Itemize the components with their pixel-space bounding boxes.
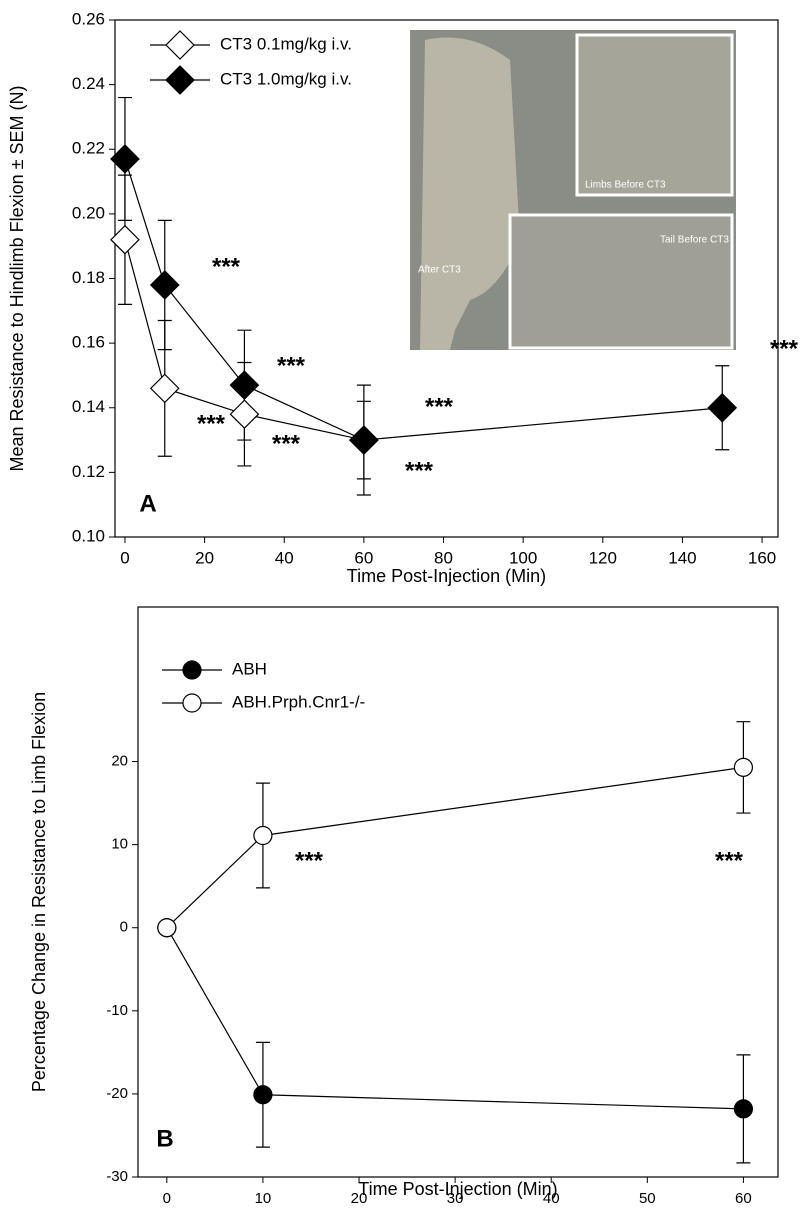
annotation: *** — [212, 253, 241, 280]
y-tick-label: 20 — [111, 753, 128, 770]
marker — [733, 1099, 754, 1119]
marker — [110, 224, 140, 255]
legend-label: ABH — [232, 659, 267, 678]
x-tick-label: 0 — [120, 548, 129, 567]
marker — [157, 918, 177, 938]
x-tick-label: 50 — [639, 1190, 656, 1203]
y-tick-label: 0.18 — [72, 268, 105, 287]
legend-label: ABH.Prph.Cnr1-/- — [232, 692, 365, 711]
marker — [229, 399, 260, 430]
panel-label: A — [139, 490, 156, 517]
x-tick-label: 160 — [748, 548, 776, 567]
y-tick-label: 0.24 — [72, 74, 105, 93]
annotation: *** — [715, 847, 744, 874]
y-tick-label: 0.10 — [72, 526, 105, 545]
panel-label: B — [156, 1125, 173, 1152]
legend-label: CT3 0.1mg/kg i.v. — [220, 34, 352, 53]
y-tick-label: 0.22 — [72, 139, 105, 158]
x-tick-label: 20 — [195, 548, 214, 567]
inset-label: Limbs Before CT3 — [585, 180, 666, 191]
marker — [253, 825, 273, 846]
series-line — [166, 766, 744, 929]
annotation: *** — [425, 393, 454, 420]
legend-marker — [182, 660, 202, 680]
legend-label: CT3 1.0mg/kg i.v. — [220, 69, 352, 88]
y-tick-label: -20 — [106, 1085, 128, 1102]
annotation: *** — [405, 457, 434, 484]
inset-box-1 — [575, 33, 734, 197]
y-tick-label: 0.16 — [72, 333, 105, 352]
x-tick-label: 60 — [354, 548, 373, 567]
legend-marker — [165, 30, 195, 60]
x-tick-label: 80 — [434, 548, 453, 567]
marker — [149, 373, 180, 404]
y-tick-label: 0.26 — [72, 9, 105, 28]
marker — [349, 425, 379, 455]
y-axis-label: Mean Resistance to Hindlimb Flexion ± SE… — [7, 85, 27, 471]
y-tick-label: -10 — [106, 1002, 128, 1019]
x-tick-label: 40 — [275, 548, 294, 567]
series-line — [124, 239, 365, 441]
y-tick-label: 0 — [120, 919, 128, 936]
marker — [253, 1085, 273, 1105]
y-tick-label: 0.20 — [72, 203, 105, 222]
marker — [110, 144, 140, 174]
y-axis-label: Percentage Change in Resistance to Limb … — [29, 692, 49, 1092]
y-tick-label: 0.14 — [72, 397, 105, 416]
x-tick-label: 140 — [668, 548, 696, 567]
annotation: *** — [197, 410, 226, 437]
x-tick-label: 10 — [255, 1190, 272, 1203]
annotation: *** — [272, 430, 301, 457]
inset-label: Tail Before CT3 — [660, 235, 729, 246]
x-tick-label: 120 — [589, 548, 617, 567]
inset-label: After CT3 — [418, 265, 461, 276]
x-tick-label: 0 — [163, 1190, 171, 1203]
x-axis-label: Time Post-Injection (Min) — [347, 566, 546, 586]
y-tick-label: 10 — [111, 836, 128, 853]
marker — [149, 270, 180, 300]
series-line — [166, 927, 744, 1110]
y-tick-label: 0.12 — [72, 462, 105, 481]
marker — [707, 392, 738, 423]
annotation: *** — [770, 335, 799, 362]
legend-marker — [182, 693, 202, 713]
inset-box-2 — [508, 213, 734, 350]
annotation: *** — [295, 847, 324, 874]
annotation: *** — [277, 352, 306, 379]
x-axis-label: Time Post-Injection (Min) — [358, 1179, 557, 1199]
legend-marker — [165, 65, 195, 95]
plot-frame — [137, 606, 779, 1178]
x-tick-label: 60 — [735, 1190, 752, 1203]
marker — [733, 757, 754, 777]
inset-rat — [420, 37, 520, 350]
marker — [229, 370, 260, 400]
x-tick-label: 100 — [509, 548, 537, 567]
y-tick-label: -30 — [106, 1168, 128, 1185]
